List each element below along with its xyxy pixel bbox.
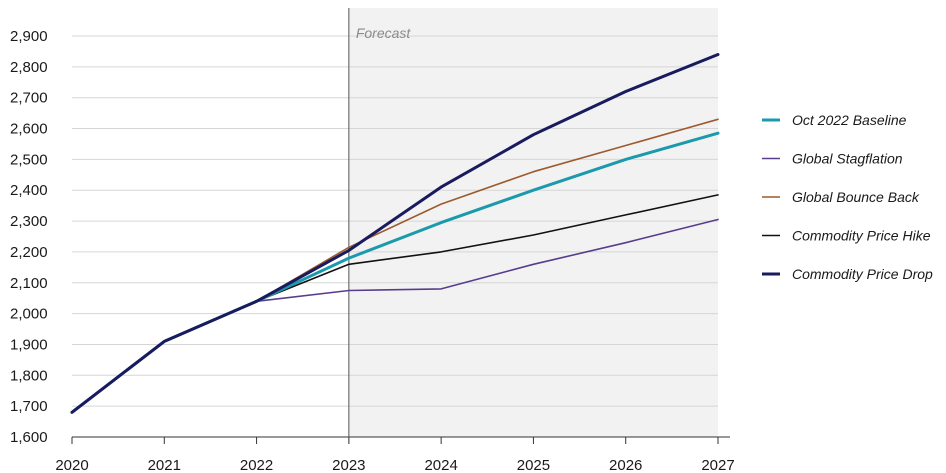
y-tick-label: 2,400 — [10, 182, 48, 199]
x-tick-label: 2021 — [148, 457, 181, 473]
y-tick-label: 2,600 — [10, 121, 48, 138]
y-tick-label: 2,200 — [10, 244, 48, 261]
x-tick-label: 2024 — [424, 457, 457, 473]
forecast-label: Forecast — [356, 25, 412, 41]
series-line-commodity-price-drop — [70, 53, 720, 414]
y-tick-label: 2,800 — [10, 59, 48, 76]
legend-label-global-bounce-back: Global Bounce Back — [792, 189, 920, 205]
y-tick-label: 1,900 — [10, 336, 48, 353]
x-tick-label: 2023 — [332, 457, 365, 473]
x-tick-label: 2027 — [701, 457, 734, 473]
y-tick-label: 1,800 — [10, 367, 48, 384]
legend-label-commodity-price-hike: Commodity Price Hike — [792, 228, 931, 244]
y-tick-label: 2,700 — [10, 90, 48, 107]
y-tick-label: 2,100 — [10, 275, 48, 292]
x-tick-label: 2022 — [240, 457, 273, 473]
y-tick-label: 2,900 — [10, 28, 48, 45]
forecast-region — [348, 8, 718, 437]
legend-label-oct-2022-baseline: Oct 2022 Baseline — [792, 112, 907, 128]
x-tick-label: 2020 — [55, 457, 88, 473]
y-tick-label: 2,000 — [10, 306, 48, 323]
y-tick-label: 1,700 — [10, 398, 48, 415]
y-tick-label: 1,600 — [10, 429, 48, 446]
x-tick-label: 2026 — [609, 457, 642, 473]
legend-label-commodity-price-drop: Commodity Price Drop — [792, 266, 933, 282]
y-tick-label: 2,500 — [10, 151, 48, 168]
legend-label-global-stagflation: Global Stagflation — [792, 151, 903, 167]
x-tick-label: 2025 — [517, 457, 550, 473]
y-tick-label: 2,300 — [10, 213, 48, 230]
